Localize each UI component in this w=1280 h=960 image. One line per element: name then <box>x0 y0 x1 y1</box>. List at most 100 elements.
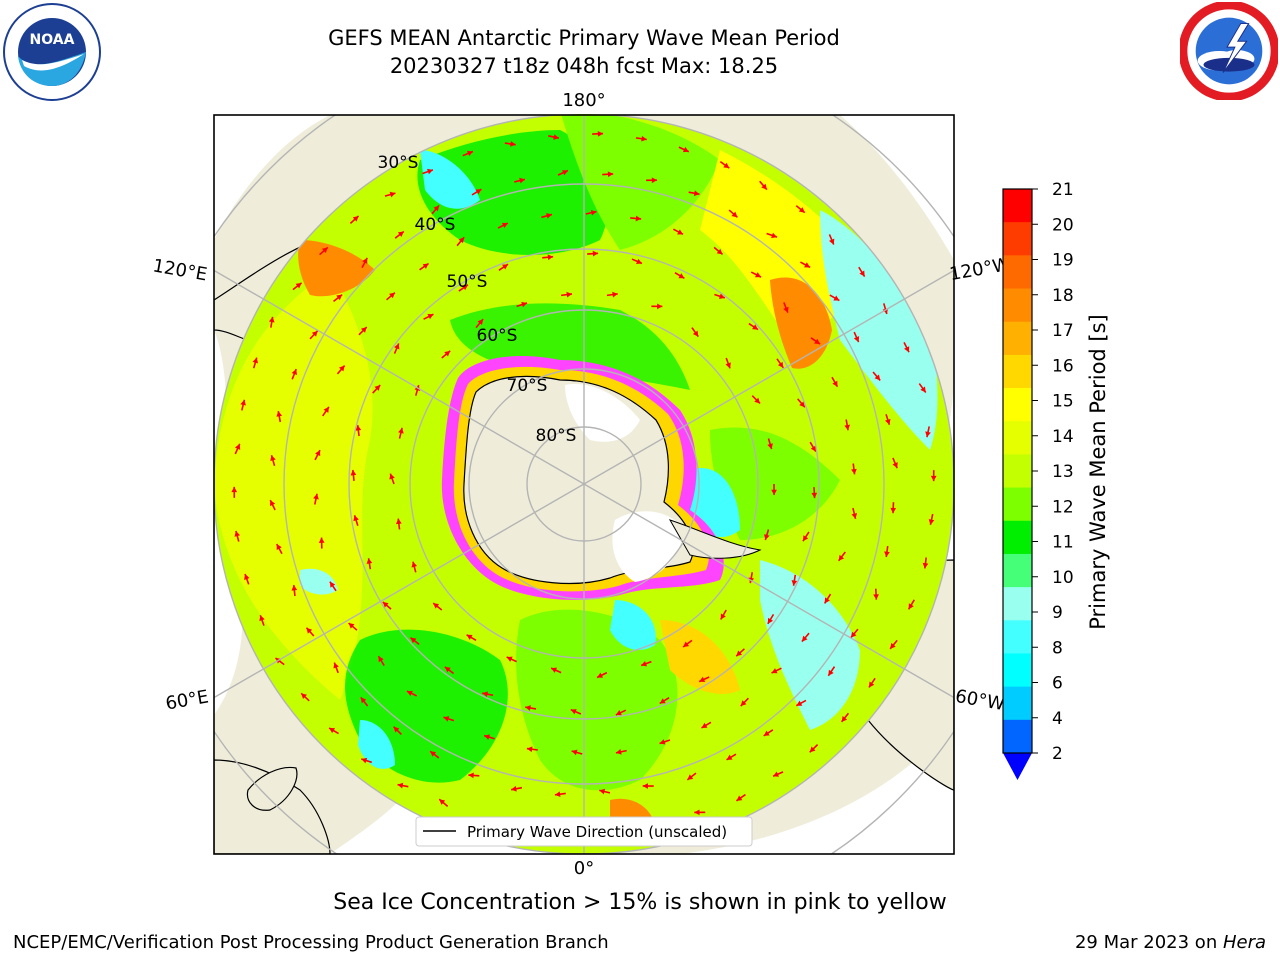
wave-arrow-head <box>311 330 318 337</box>
colorbar-band <box>1003 454 1032 489</box>
colorbar-band <box>1003 189 1032 223</box>
wave-arrow-head <box>810 445 816 452</box>
wave-arrow-head <box>477 319 484 326</box>
wave-arrow-head <box>777 361 784 368</box>
wave-arrow-head <box>350 469 357 476</box>
wave-arrow-head <box>398 427 404 434</box>
colorbar-tick-label: 15 <box>1052 392 1074 412</box>
noaa-logo: NOAA <box>3 3 101 101</box>
wave-arrow-head <box>771 489 777 495</box>
wave-arrow-head <box>809 746 816 753</box>
wave-arrow-head <box>433 205 440 212</box>
wave-arrow-head <box>844 424 850 431</box>
colorbar-band <box>1003 587 1032 621</box>
wave-arrow-head <box>678 273 685 279</box>
wave-arrow-head <box>798 207 805 213</box>
wave-arrow-head <box>718 293 725 300</box>
credit-line: NCEP/EMC/Verification Post Processing Pr… <box>13 932 609 953</box>
wave-arrow-head <box>736 795 743 801</box>
wave-arrow-head <box>295 282 302 289</box>
wave-arrow-head <box>396 518 402 525</box>
wave-arrow-head <box>444 666 451 673</box>
wave-arrow-head <box>767 443 773 450</box>
wave-arrow-head <box>814 338 821 345</box>
wave-arrow-head <box>443 716 450 722</box>
wave-arrow-head <box>475 189 482 195</box>
wave-arrow-head <box>551 667 558 673</box>
wave-arrow-head <box>244 574 250 580</box>
colorbar-band <box>1003 487 1032 522</box>
wave-arrow-head <box>439 799 446 805</box>
wave-arrow-head <box>853 336 860 343</box>
wave-arrow-head <box>329 727 336 734</box>
wave-arrow-head <box>868 681 875 688</box>
wave-arrow-head <box>908 603 914 610</box>
wave-arrow-head <box>590 209 597 216</box>
wave-arrow-head <box>693 190 700 197</box>
chart-subtitle: 20230327 t18z 048h fcst Max: 18.25 <box>389 54 779 78</box>
wave-arrow-head <box>930 475 937 482</box>
wave-arrow-head <box>336 294 343 301</box>
wave-arrow-head <box>859 270 865 277</box>
wave-arrow-head <box>422 263 429 269</box>
wave-arrow-head <box>802 535 809 542</box>
wave-arrow-head <box>771 232 778 239</box>
wave-arrow-head <box>726 754 733 760</box>
wave-arrow-head <box>799 401 805 408</box>
colorbar-band <box>1003 288 1032 323</box>
wave-arrow-head <box>841 716 848 722</box>
wave-arrow-head <box>651 177 658 184</box>
colorbar-label: Primary Wave Mean Period [s] <box>1086 314 1110 630</box>
wave-arrow-head <box>430 751 437 757</box>
wave-arrow-head <box>427 314 434 320</box>
wave-arrow-head <box>393 726 400 733</box>
wave-arrow-head <box>553 134 559 140</box>
wave-arrow-head <box>234 530 241 537</box>
wave-arrow-head <box>352 216 359 222</box>
colorbar-band <box>1003 255 1032 290</box>
wave-arrow-head <box>890 642 896 649</box>
wave-arrow-head <box>389 473 395 480</box>
wave-arrow-head <box>566 291 573 298</box>
wave-arrow-head <box>521 301 528 308</box>
wave-arrow-head <box>928 519 935 525</box>
colorbar-band <box>1003 388 1032 422</box>
wave-arrow-head <box>592 250 599 257</box>
wave-arrow-head <box>597 130 604 137</box>
wave-arrow-head <box>427 168 433 175</box>
wave-arrow-head <box>276 411 283 417</box>
wave-arrow-head <box>268 316 275 323</box>
wave-arrow-head <box>468 772 474 779</box>
wave-arrow-head <box>252 357 259 364</box>
colorbar-tick-label: 17 <box>1052 321 1074 341</box>
wave-arrow-head <box>783 306 789 313</box>
wave-arrow-head <box>511 785 517 792</box>
wave-arrow-head <box>318 537 325 543</box>
wave-arrow-head <box>884 551 890 557</box>
wave-arrow-head <box>731 211 738 218</box>
wave-arrow-head <box>323 406 329 413</box>
lat-label-60s: 60°S <box>477 326 518 346</box>
sea-ice-note: Sea Ice Concentration > 15% is shown in … <box>333 890 947 915</box>
wave-arrow-head <box>752 324 759 330</box>
wave-arrow-head <box>501 222 508 229</box>
wave-arrow-head <box>339 365 345 372</box>
wave-arrow-head <box>240 399 246 406</box>
wave-arrow-head <box>754 397 761 404</box>
wave-arrow-head <box>677 229 684 235</box>
wave-arrow-head <box>659 698 666 704</box>
wave-arrow-head <box>362 257 368 264</box>
wave-arrow-head <box>720 613 726 620</box>
wave-arrow-head <box>764 534 770 541</box>
wave-arrow-head <box>561 170 568 176</box>
wave-arrow-head <box>355 425 362 431</box>
colorbar-band <box>1003 222 1032 256</box>
colorbar-tick-label: 12 <box>1052 497 1074 517</box>
wave-arrow-head <box>291 585 298 591</box>
wave-arrow-head <box>348 623 355 629</box>
wave-arrow-head <box>397 782 404 789</box>
wave-arrow-head <box>374 385 381 391</box>
colorbar-band <box>1003 620 1032 654</box>
wave-arrow-head <box>925 431 931 438</box>
lat-label-50s: 50°S <box>447 272 488 292</box>
